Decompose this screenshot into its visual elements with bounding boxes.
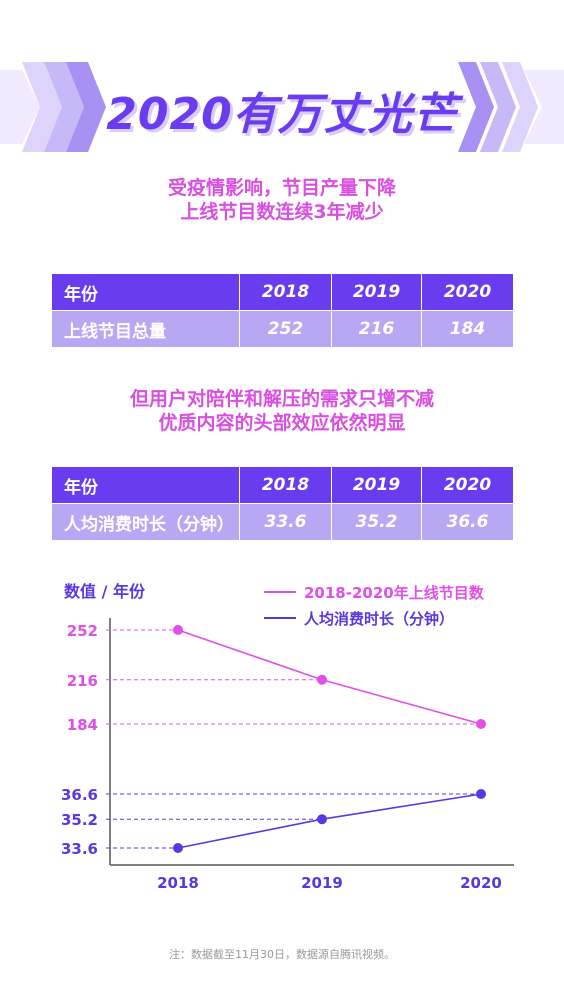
table-header-cell: 年份 bbox=[51, 466, 240, 504]
data-point bbox=[317, 814, 327, 825]
data-point bbox=[476, 719, 486, 729]
table-header-row: 年份 2018 2019 2020 bbox=[51, 466, 514, 504]
table-header-cell: 年份 bbox=[51, 273, 240, 311]
table-row-label: 人均消费时长（分钟） bbox=[51, 503, 240, 541]
section2-subtitle: 但用户对陪伴和解压的需求只增不减 优质内容的头部效应依然明显 bbox=[0, 387, 564, 435]
section2-line1: 但用户对陪伴和解压的需求只增不减 bbox=[129, 388, 434, 410]
y-tick-label: 252 bbox=[67, 622, 98, 640]
y-tick-label: 36.6 bbox=[61, 786, 98, 804]
x-tick-label: 2020 bbox=[460, 874, 502, 892]
watch-time-table: 年份 2018 2019 2020 人均消费时长（分钟） 33.6 35.2 3… bbox=[51, 466, 514, 541]
series-line bbox=[177, 629, 482, 725]
y-tick-label: 35.2 bbox=[61, 811, 98, 829]
data-point bbox=[317, 674, 327, 685]
table-cell: 33.6 bbox=[239, 503, 332, 541]
section1-subtitle: 受疫情影响，节目产量下降 上线节目数连续3年减少 bbox=[0, 176, 564, 224]
table-cell: 216 bbox=[331, 310, 422, 348]
table-header-row: 年份 2018 2019 2020 bbox=[51, 273, 514, 311]
legend-label: 人均消费时长（分钟） bbox=[304, 610, 454, 628]
table-cell: 35.2 bbox=[331, 503, 422, 541]
table-row-label: 上线节目总量 bbox=[51, 310, 240, 348]
data-point bbox=[173, 843, 183, 853]
table-cell: 36.6 bbox=[421, 503, 514, 541]
table-header-cell: 2019 bbox=[331, 273, 422, 311]
section2-line2: 优质内容的头部效应依然明显 bbox=[158, 412, 406, 434]
table-row: 人均消费时长（分钟） 33.6 35.2 36.6 bbox=[51, 503, 514, 541]
table-header-cell: 2020 bbox=[421, 466, 514, 504]
page-title: 2020有万丈光芒 bbox=[106, 89, 458, 140]
x-tick-label: 2019 bbox=[301, 874, 343, 892]
table-header-cell: 2018 bbox=[239, 466, 332, 504]
source-note: 注：数据截至11月30日，数据源自腾讯视频。 bbox=[169, 948, 395, 961]
y-tick-label: 33.6 bbox=[61, 840, 98, 858]
data-point bbox=[173, 625, 183, 635]
series-line bbox=[177, 793, 482, 849]
y-tick-label: 184 bbox=[67, 716, 98, 734]
decorative-stripes-right bbox=[458, 62, 564, 152]
table-header-cell: 2020 bbox=[421, 273, 514, 311]
table-header-cell: 2019 bbox=[331, 466, 422, 504]
section1-line1: 受疫情影响，节目产量下降 bbox=[167, 177, 396, 199]
x-tick-label: 2018 bbox=[157, 874, 199, 892]
y-tick-label: 216 bbox=[67, 672, 98, 690]
decorative-stripes-left bbox=[0, 62, 106, 152]
table-cell: 184 bbox=[421, 310, 514, 348]
y-axis-label: 数值 / 年份 bbox=[64, 582, 146, 601]
program-count-table: 年份 2018 2019 2020 上线节目总量 252 216 184 bbox=[51, 273, 514, 348]
section1-line2: 上线节目数连续3年减少 bbox=[180, 201, 384, 223]
legend-label: 2018-2020年上线节目数 bbox=[304, 584, 485, 602]
table-row: 上线节目总量 252 216 184 bbox=[51, 310, 514, 348]
data-point bbox=[476, 789, 486, 799]
table-header-cell: 2018 bbox=[239, 273, 332, 311]
table-cell: 252 bbox=[239, 310, 332, 348]
